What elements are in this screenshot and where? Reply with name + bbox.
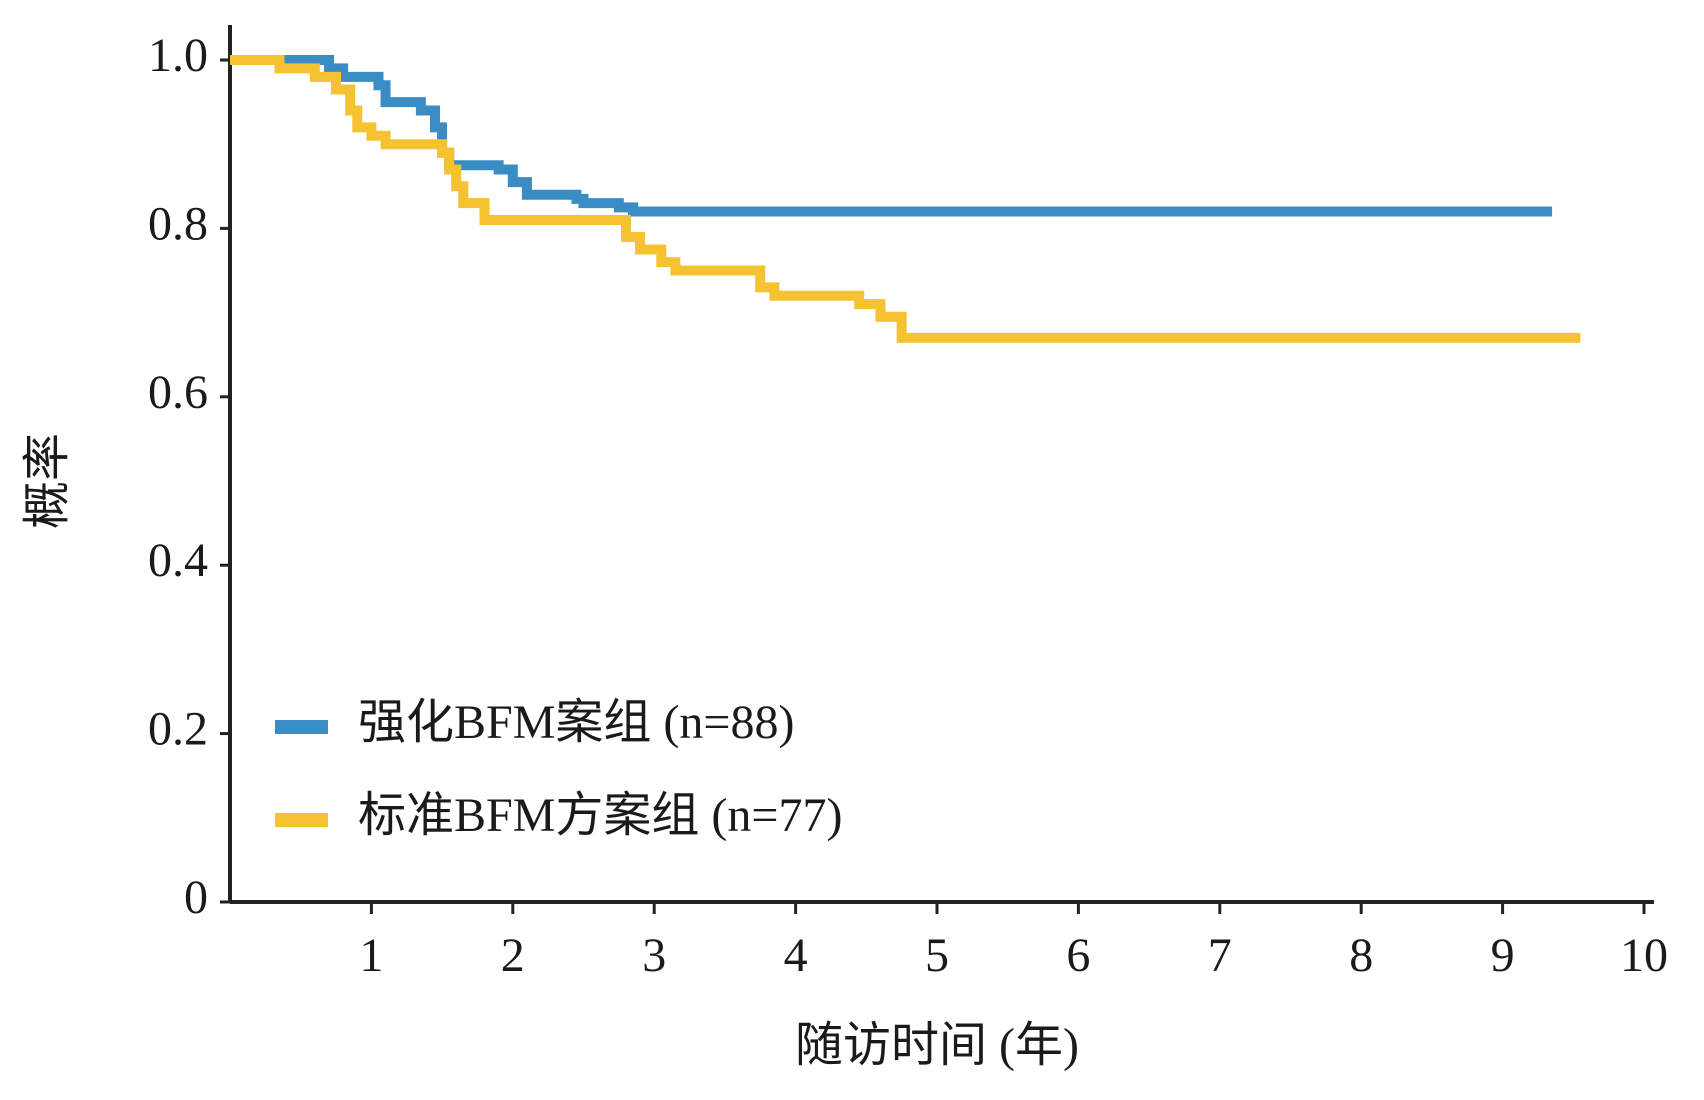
y-tick-label: 1.0	[148, 29, 208, 82]
y-tick-label: 0.2	[148, 703, 208, 756]
legend-label: 强化BFM案组 (n=88)	[358, 696, 794, 749]
x-tick-label: 7	[1208, 929, 1232, 982]
x-tick-label: 1	[359, 929, 383, 982]
x-tick-label: 4	[784, 929, 808, 982]
x-tick-label: 6	[1066, 929, 1090, 982]
survival-curve	[230, 55, 1581, 343]
survival-curve	[230, 55, 1553, 217]
y-axis-label: 概率	[21, 433, 74, 529]
x-tick-label: 10	[1620, 929, 1668, 982]
legend-label: 标准BFM方案组 (n=77)	[358, 789, 842, 842]
x-axis-label: 随访时间 (年)	[795, 1019, 1079, 1072]
y-tick-label: 0.8	[148, 197, 208, 250]
y-tick-label: 0	[184, 871, 208, 924]
y-tick-label: 0.6	[148, 366, 208, 419]
x-tick-label: 2	[501, 929, 525, 982]
y-tick-label: 0.4	[148, 534, 208, 587]
x-tick-label: 9	[1491, 929, 1515, 982]
x-tick-label: 8	[1349, 929, 1373, 982]
x-tick-label: 5	[925, 929, 949, 982]
x-tick-label: 3	[642, 929, 666, 982]
